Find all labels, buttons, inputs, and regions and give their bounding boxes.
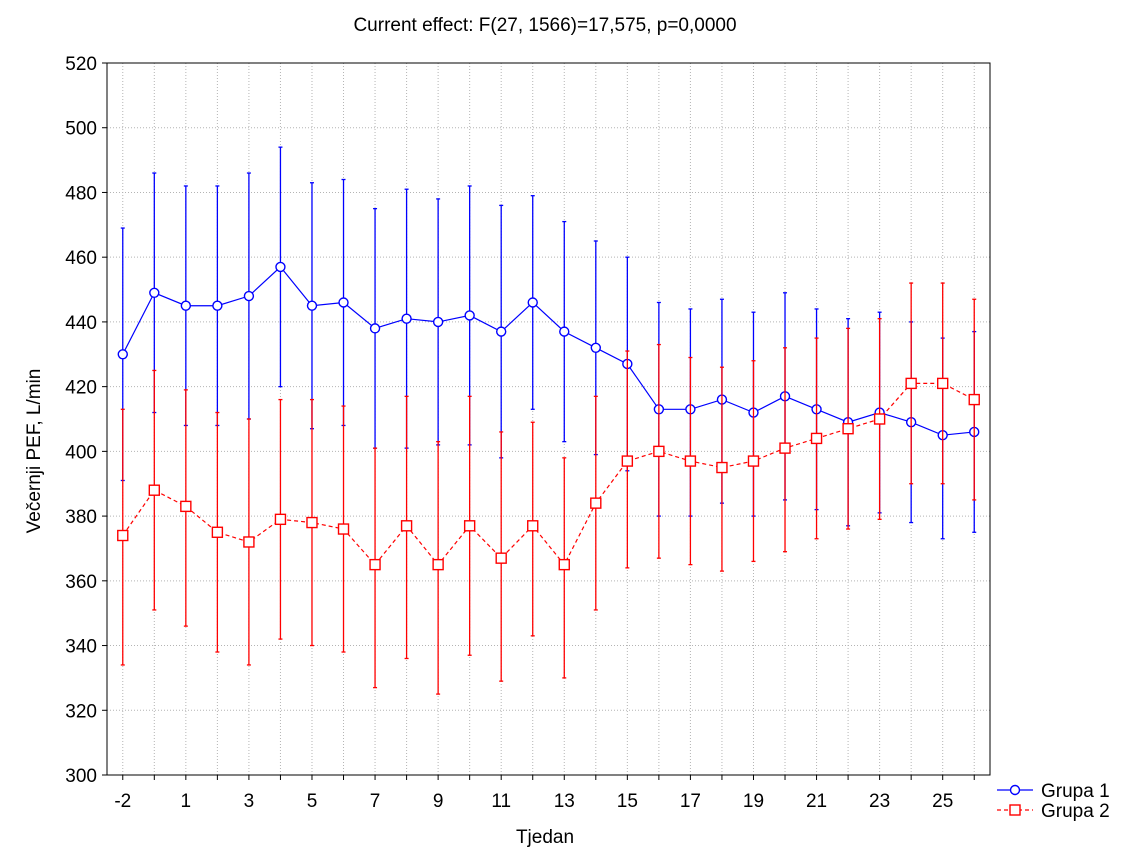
data-point	[527, 520, 539, 532]
legend-label: Grupa 1	[1041, 781, 1110, 802]
y-tick-label: 360	[65, 572, 97, 593]
x-tick-label: 11	[491, 791, 511, 812]
y-tick-label: 320	[65, 701, 97, 722]
data-point	[968, 393, 980, 406]
data-point	[590, 342, 602, 353]
y-tick-label: 440	[65, 313, 97, 334]
data-point	[148, 484, 161, 496]
legend-item: Grupa 2	[997, 801, 1110, 822]
data-point	[180, 300, 192, 311]
data-point	[369, 558, 381, 571]
x-axis-label: Tjedan	[516, 827, 574, 848]
x-tick-label: 17	[680, 791, 701, 812]
data-point	[212, 300, 223, 311]
legend-marker	[1009, 784, 1021, 796]
x-tick-label: 7	[370, 791, 381, 812]
data-point	[117, 349, 128, 360]
x-tick-label: 25	[932, 791, 953, 812]
y-tick-label: 420	[65, 378, 97, 399]
data-point	[558, 558, 570, 571]
data-point	[590, 497, 602, 509]
data-point	[621, 455, 634, 467]
data-point	[716, 461, 728, 474]
y-tick-label: 500	[65, 119, 97, 140]
data-point	[495, 326, 507, 337]
data-point	[275, 261, 286, 273]
legend-label: Grupa 2	[1041, 801, 1110, 822]
data-point	[243, 536, 255, 548]
x-tick-label: 5	[307, 791, 318, 812]
y-tick-label: 400	[65, 442, 97, 463]
series-2	[117, 282, 980, 695]
y-tick-label: 480	[65, 183, 97, 204]
data-point	[401, 313, 412, 324]
y-tick-label: 460	[65, 248, 97, 269]
data-point	[495, 552, 507, 564]
data-point	[149, 287, 160, 298]
series-1	[117, 146, 980, 540]
data-point	[747, 455, 760, 467]
x-tick-label: 19	[743, 791, 764, 812]
x-tick-label: 15	[617, 791, 638, 812]
legend-item: Grupa 1	[997, 781, 1110, 802]
x-tick-label: 1	[181, 791, 192, 812]
y-tick-label: 520	[65, 54, 97, 75]
data-point	[306, 516, 318, 529]
series-line	[122, 382, 975, 566]
data-point	[810, 432, 823, 445]
data-point	[306, 300, 318, 311]
chart-title: Current effect: F(27, 1566)=17,575, p=0,…	[353, 15, 736, 36]
y-axis-label: Večernji PEF, L/min	[24, 369, 45, 534]
x-tick-label: 3	[244, 791, 255, 812]
data-point	[180, 500, 192, 513]
data-point	[559, 326, 570, 337]
data-point	[432, 316, 444, 328]
data-point	[117, 529, 129, 542]
x-tick-label: 21	[806, 791, 827, 812]
data-point	[211, 526, 224, 538]
data-point	[400, 520, 413, 532]
data-point	[369, 323, 381, 334]
data-point	[842, 423, 854, 435]
data-point	[463, 520, 476, 532]
x-tick-label: -2	[114, 791, 131, 812]
x-tick-label: 9	[433, 791, 444, 812]
data-point	[432, 558, 444, 571]
data-point	[274, 513, 287, 526]
y-tick-label: 380	[65, 507, 97, 528]
series-layer	[117, 146, 980, 695]
y-tick-label: 340	[65, 637, 97, 658]
data-point	[873, 413, 886, 425]
data-point	[338, 297, 349, 308]
data-point	[337, 523, 350, 535]
data-point	[779, 442, 791, 454]
legend-marker	[1009, 804, 1021, 816]
data-point	[464, 310, 475, 321]
plot-frame	[106, 62, 991, 776]
data-point	[653, 445, 665, 458]
x-tick-label: 23	[869, 791, 890, 812]
data-point	[684, 455, 697, 467]
data-point	[243, 290, 255, 302]
data-point	[905, 377, 917, 390]
data-point	[527, 297, 538, 308]
data-point	[936, 377, 949, 390]
x-tick-label: 13	[554, 791, 575, 812]
series-line	[122, 266, 975, 436]
y-tick-label: 300	[65, 766, 97, 787]
